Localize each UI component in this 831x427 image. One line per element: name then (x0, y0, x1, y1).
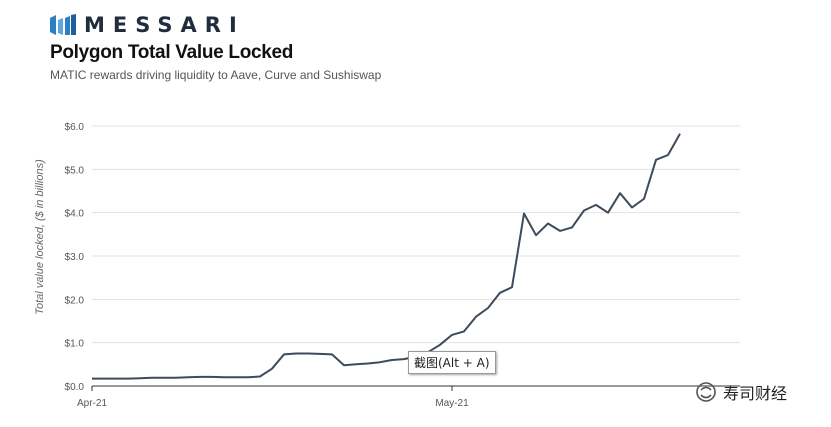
y-tick-label: $4.0 (65, 209, 85, 220)
series-line-tvl (92, 133, 681, 380)
y-tick-label: $0.0 (65, 382, 85, 393)
chart-title: Polygon Total Value Locked (50, 42, 294, 63)
messari-logo-icon (50, 14, 76, 35)
chart-subtitle: MATIC rewards driving liquidity to Aave,… (50, 68, 382, 82)
y-tick-label: $3.0 (65, 252, 85, 263)
y-tick-label: $1.0 (65, 339, 85, 350)
watermark-text: 寿司财经 (723, 384, 788, 403)
x-tick-label: Apr-21 (77, 398, 107, 409)
y-tick-label: $5.0 (65, 165, 85, 176)
screenshot-tooltip: 截图(Alt + A) (408, 351, 496, 374)
y-tick-label: $2.0 (65, 295, 85, 306)
brand-name: MESSARI (84, 13, 245, 37)
wechat-official-account-icon (696, 382, 716, 402)
x-tick-label: May-21 (435, 398, 469, 409)
messari-logo: MESSARI (50, 12, 245, 38)
watermark: 寿司财经 (695, 380, 787, 404)
y-tick-label: $6.0 (65, 122, 85, 133)
y-tick-labels: $0.0 $1.0 $2.0 $3.0 $4.0 $5.0 $6.0 (65, 122, 85, 393)
x-tick-labels: Apr-21 May-21 (77, 386, 469, 409)
grid-lines (92, 125, 740, 387)
